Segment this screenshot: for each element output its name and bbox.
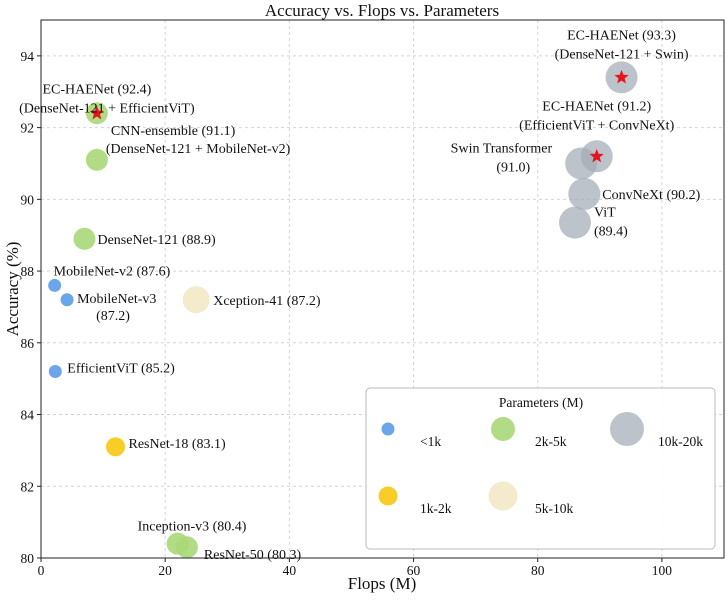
legend-box [365, 387, 716, 550]
point-cnn-ensemble [85, 148, 108, 171]
y-tick-label: 82 [21, 479, 35, 494]
y-tick-label: 94 [21, 49, 35, 64]
point-label-mobilenet-v3: (87.2) [96, 309, 130, 324]
point-label-mobilenet-v3: MobileNet-v3 [77, 292, 156, 307]
y-axis-label: Accuracy (%) [3, 242, 22, 337]
star-marker-icon [614, 69, 629, 84]
point-label-ec-haenet: (DenseNet-121 + Swin) [555, 47, 689, 62]
legend-label-2k5k: 2k-5k [535, 434, 567, 449]
legend-label-1k2k: 1k-2k [420, 501, 452, 516]
point-vit [558, 206, 591, 239]
star-marker-icon [89, 105, 105, 120]
y-tick-label: 92 [21, 121, 35, 136]
legend-label-5k10k: 5k-10k [535, 501, 573, 516]
chart-title: Accuracy vs. Flops vs. Parameters [265, 1, 499, 20]
x-axis-label: Flops (M) [348, 574, 416, 593]
legend-marker-lt1k [381, 422, 395, 436]
point-label-convnext: ConvNeXt (90.2) [602, 188, 700, 203]
point-efficientvit [48, 364, 62, 378]
x-tick-label: 40 [283, 563, 297, 578]
x-tick-label: 20 [158, 563, 172, 578]
point-mobilenet-v3 [60, 293, 74, 307]
legend-marker-1k2k [378, 486, 398, 506]
point-label-ec-haenet: (EfficientViT + ConvNeXt) [519, 118, 674, 133]
point-label-cnn-ensemble: (DenseNet-121 + MobileNet-v2) [106, 142, 291, 157]
point-label-resnet-18: ResNet-18 (83.1) [129, 437, 227, 452]
y-tick-label: 88 [21, 264, 35, 279]
point-resnet-50 [175, 536, 198, 559]
point-label-vit: (89.4) [594, 225, 628, 240]
point-label-resnet-50: ResNet-50 (80.3) [204, 548, 302, 563]
point-mobilenet-v2 [48, 278, 62, 292]
legend-label-10k20k: 10k-20k [658, 434, 703, 449]
legend-title: Parameters (M) [499, 395, 583, 410]
legend: Parameters (M) <1k 1k-2k 2k-5k 5k-10k 10k-20k [365, 387, 716, 550]
point-label-ec-haenet: EC-HAENet (93.3) [567, 28, 676, 43]
point-label-ec-haenet: (DenseNet-121 + EfficientViT) [19, 101, 195, 116]
point-label-swin-transformer: (91.0) [496, 160, 530, 175]
x-tick-label: 0 [38, 563, 45, 578]
legend-marker-5k10k [488, 481, 518, 511]
data-points [48, 61, 638, 559]
star-marker-icon [589, 148, 604, 163]
legend-marker-10k20k [610, 412, 644, 446]
axis-ticks: 0 20 40 60 80 100 80 82 84 86 88 90 92 94 [21, 49, 673, 578]
x-tick-label: 100 [652, 563, 673, 578]
y-tick-label: 80 [21, 551, 35, 566]
point-label-xception-41: Xception-41 (87.2) [213, 294, 321, 309]
point-labels: EC-HAENet (92.4) (DenseNet-121 + Efficien… [19, 28, 700, 563]
point-label-efficientvit: EfficientViT (85.2) [67, 361, 175, 376]
x-tick-label: 60 [407, 563, 421, 578]
point-label-vit: ViT [594, 206, 616, 221]
point-resnet-18 [106, 437, 126, 457]
point-xception-41 [182, 286, 210, 314]
y-tick-label: 90 [21, 192, 35, 207]
point-label-ec-haenet: EC-HAENet (92.4) [42, 82, 151, 97]
legend-marker-2k5k [491, 417, 515, 441]
point-label-ec-haenet: EC-HAENet (91.2) [542, 99, 651, 114]
y-tick-label: 86 [21, 336, 35, 351]
point-convnext [568, 177, 601, 210]
point-label-inception-v3: Inception-v3 (80.4) [138, 520, 247, 535]
point-label-mobilenet-v2: MobileNet-v2 (87.6) [54, 264, 171, 279]
y-tick-label: 84 [21, 408, 35, 423]
x-tick-label: 80 [531, 563, 545, 578]
legend-label-lt1k: <1k [420, 434, 441, 449]
point-label-densenet-121: DenseNet-121 (88.9) [97, 233, 216, 248]
plot-frame [40, 19, 725, 559]
point-densenet-121 [73, 227, 96, 250]
point-label-cnn-ensemble: CNN-ensemble (91.1) [111, 124, 236, 139]
point-label-swin-transformer: Swin Transformer [451, 141, 553, 156]
